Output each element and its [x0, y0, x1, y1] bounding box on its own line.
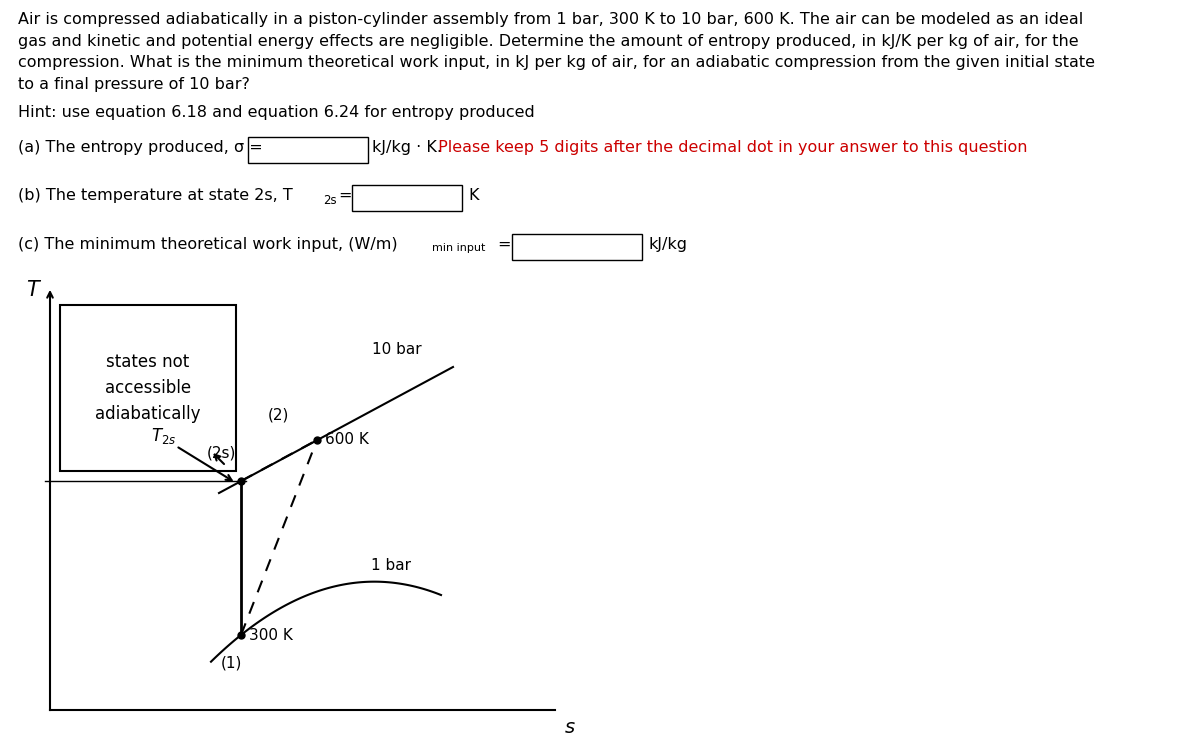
Text: 10 bar: 10 bar — [372, 343, 422, 357]
Text: states not
accessible
adiabatically: states not accessible adiabatically — [95, 352, 201, 424]
Text: Hint: use equation 6.18 and equation 6.24 for entropy produced: Hint: use equation 6.18 and equation 6.2… — [18, 105, 535, 120]
Text: (c) The minimum theoretical work input, (W/m): (c) The minimum theoretical work input, … — [18, 237, 398, 252]
Text: 600 K: 600 K — [324, 432, 369, 448]
Text: (2s): (2s) — [207, 446, 236, 461]
Text: 300 K: 300 K — [249, 628, 292, 642]
Bar — [60, 305, 236, 471]
Text: =: = — [497, 237, 510, 252]
Text: kJ/kg · K.: kJ/kg · K. — [372, 140, 442, 155]
Text: (2): (2) — [268, 407, 289, 422]
Text: (1): (1) — [220, 655, 242, 670]
Bar — [511, 234, 642, 260]
Text: Air is compressed adiabatically in a piston-cylinder assembly from 1 bar, 300 K : Air is compressed adiabatically in a pis… — [18, 12, 1095, 92]
Text: kJ/kg: kJ/kg — [648, 237, 687, 252]
Text: Please keep 5 digits after the decimal dot in your answer to this question: Please keep 5 digits after the decimal d… — [433, 140, 1028, 155]
Text: s: s — [565, 718, 575, 734]
Text: =: = — [337, 188, 352, 203]
Text: min input: min input — [432, 243, 485, 253]
Text: (a) The entropy produced, σ =: (a) The entropy produced, σ = — [18, 140, 268, 155]
Text: (b) The temperature at state 2s, T: (b) The temperature at state 2s, T — [18, 188, 292, 203]
Text: K: K — [468, 188, 478, 203]
Bar — [247, 137, 368, 163]
Text: 1 bar: 1 bar — [371, 558, 411, 573]
Text: 2s: 2s — [323, 194, 336, 207]
Text: T: T — [26, 280, 38, 300]
Text: $T_{2s}$: $T_{2s}$ — [152, 426, 176, 446]
Bar — [352, 185, 462, 211]
